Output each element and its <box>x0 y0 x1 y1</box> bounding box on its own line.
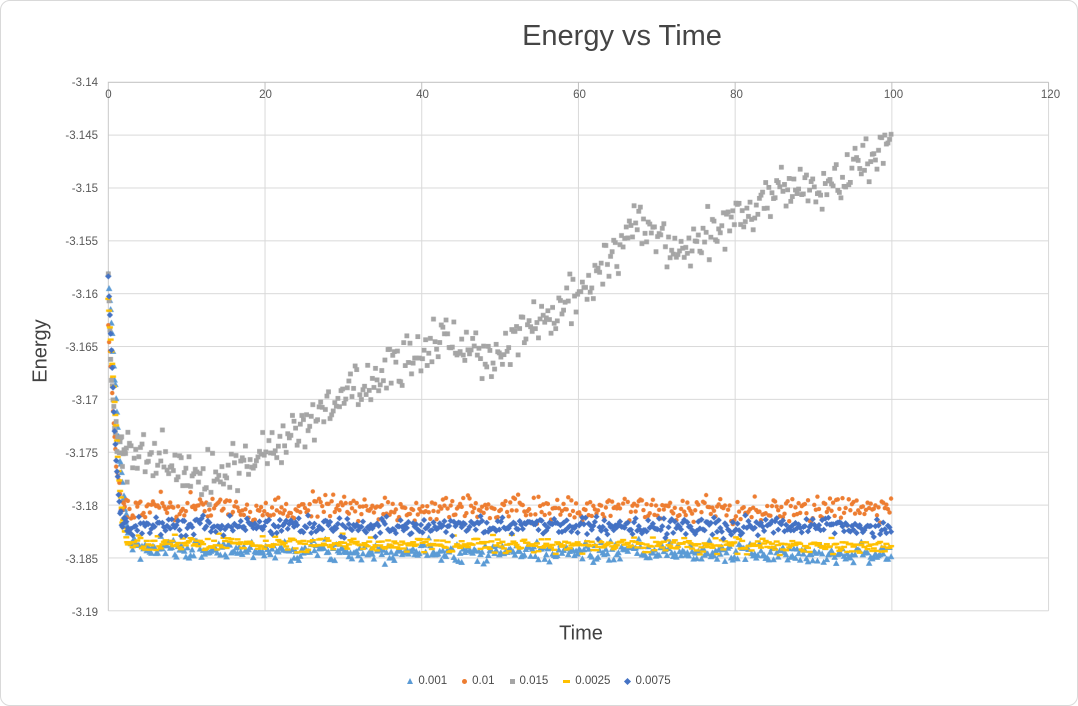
x-tick-label: 60 <box>573 89 586 101</box>
dash-marker-icon <box>563 679 571 683</box>
y-tick-label: -3.15 <box>71 182 98 195</box>
x-tick-label: 20 <box>259 89 272 101</box>
x-tick-label: 40 <box>416 89 429 101</box>
legend-item-0.015: 0.015 <box>509 675 549 687</box>
legend-item-0.0075: 0.0075 <box>624 675 671 687</box>
diamond-marker-icon <box>624 677 632 685</box>
x-tick-label: 80 <box>730 89 743 101</box>
legend-label: 0.01 <box>472 675 495 687</box>
y-tick-label: -3.155 <box>65 235 98 248</box>
legend-label: 0.0025 <box>575 675 611 687</box>
y-tick-label: -3.17 <box>71 394 98 407</box>
triangle-marker-icon <box>407 678 414 684</box>
y-tick-label: -3.165 <box>65 341 98 354</box>
legend-label: 0.001 <box>418 675 448 687</box>
circle-marker-icon <box>462 678 468 684</box>
legend-label: 0.0075 <box>635 675 671 687</box>
x-tick-label: 120 <box>1040 89 1061 101</box>
legend-item-0.001: 0.001 <box>407 675 447 687</box>
x-axis-title: Time <box>559 622 603 645</box>
x-tick-label: 0 <box>105 89 112 101</box>
y-tick-label: -3.16 <box>71 288 98 301</box>
y-tick-label: -3.19 <box>71 606 98 619</box>
chart-title: Energy vs Time <box>522 20 722 52</box>
x-tick-label: 100 <box>883 89 904 101</box>
y-tick-label: -3.185 <box>65 553 98 566</box>
y-tick-label: -3.18 <box>71 500 98 513</box>
legend-label: 0.015 <box>519 675 549 687</box>
square-marker-icon <box>509 678 515 684</box>
y-tick-label: -3.175 <box>65 447 98 460</box>
y-tick-label: -3.145 <box>65 129 98 142</box>
legend: 0.001 0.01 0.015 0.0025 0.0075 <box>1 675 1077 687</box>
legend-item-0.01: 0.01 <box>462 675 495 687</box>
legend-item-0.0025: 0.0025 <box>563 675 610 687</box>
y-tick-label: -3.14 <box>71 76 98 89</box>
